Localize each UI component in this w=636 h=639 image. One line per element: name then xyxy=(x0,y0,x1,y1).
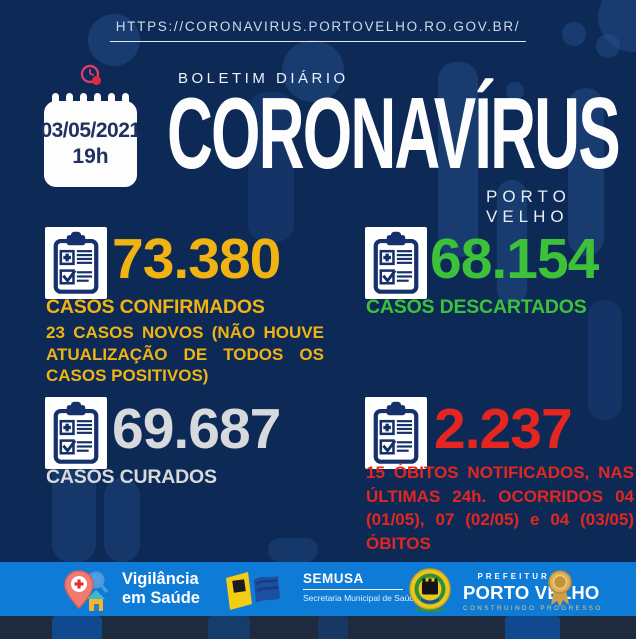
deaths-note: 15 ÓBITOS NOTIFICADOS, NAS ÚLTIMAS 24h. … xyxy=(366,463,634,553)
deaths-count: 2.237 xyxy=(434,397,573,461)
semusa-name: SEMUSA xyxy=(303,571,403,590)
bg-person-leg xyxy=(208,616,250,639)
vigilancia-line2: em Saúde xyxy=(122,589,200,607)
prefeitura-slogan: CONSTRUINDO PROGRESSO xyxy=(463,605,603,612)
bg-person xyxy=(588,300,622,420)
bulletin-date: 03/05/2021 xyxy=(40,119,141,142)
footer-bar: Vigilância em Saúde SEMUSA Secretaria Mu… xyxy=(0,562,636,618)
bg-person-leg xyxy=(52,616,102,639)
clipboard-icon-deaths xyxy=(365,397,427,469)
discarded-count: 68.154 xyxy=(430,227,599,291)
site-url[interactable]: HTTPS://CORONAVIRUS.PORTOVELHO.RO.GOV.BR… xyxy=(0,18,636,42)
confirmed-label: CASOS CONFIRMADOS xyxy=(46,296,265,318)
site-url-text[interactable]: HTTPS://CORONAVIRUS.PORTOVELHO.RO.GOV.BR… xyxy=(109,19,527,42)
bg-person xyxy=(104,478,140,562)
clipboard-icon-cured xyxy=(45,397,107,469)
discarded-label: CASOS DESCARTADOS xyxy=(366,296,587,318)
medal-icon xyxy=(548,570,572,607)
bg-person-leg xyxy=(318,616,348,639)
city-crest-icon xyxy=(409,568,451,612)
clipboard-icon-discarded xyxy=(365,227,427,299)
bg-person xyxy=(268,538,318,562)
cured-label: CASOS CURADOS xyxy=(46,466,217,488)
confirmed-count: 73.380 xyxy=(112,227,281,291)
city-label: PORTO VELHO xyxy=(486,187,571,226)
page-title: CORONAVÍRUS xyxy=(167,78,621,190)
health-surveillance-label: Vigilância em Saúde xyxy=(122,570,200,608)
semusa-subtitle: Secretaria Municipal de Saúde xyxy=(303,593,419,603)
semusa-logo-icon xyxy=(226,572,280,610)
clipboard-icon-confirmed xyxy=(45,227,107,299)
bottom-strip xyxy=(0,616,636,639)
bulletin-time: 19h xyxy=(72,145,109,168)
health-surveillance-icon xyxy=(64,570,109,611)
semusa-label: SEMUSA Secretaria Municipal de Saúde xyxy=(303,571,419,603)
bg-person-leg xyxy=(505,616,560,639)
clock-icon xyxy=(80,64,101,85)
bulletin-label: BOLETIM DIÁRIO xyxy=(178,70,349,87)
cured-count: 69.687 xyxy=(112,397,281,461)
date-calendar: 03/05/2021 19h xyxy=(40,101,141,187)
confirmed-note: 23 CASOS NOVOS (NÃO HOUVE ATUALIZAÇÃO DE… xyxy=(46,323,324,385)
vigilancia-line1: Vigilância xyxy=(122,570,199,588)
prefeitura-label: PREFEITURA xyxy=(477,572,559,581)
